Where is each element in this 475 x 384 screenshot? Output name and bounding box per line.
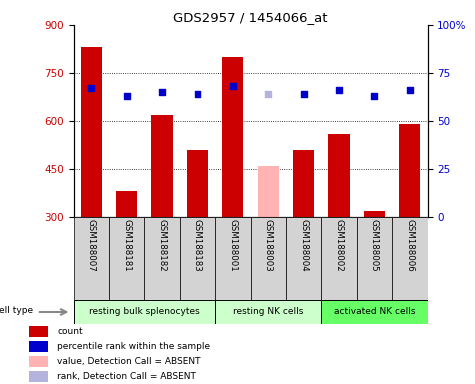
Bar — [293, 150, 314, 217]
Bar — [215, 217, 251, 300]
Text: count: count — [57, 327, 83, 336]
Text: GSM188004: GSM188004 — [299, 219, 308, 272]
Point — [265, 91, 272, 97]
Text: activated NK cells: activated NK cells — [333, 308, 415, 316]
Point — [87, 85, 95, 91]
Title: GDS2957 / 1454066_at: GDS2957 / 1454066_at — [173, 11, 328, 24]
Text: GSM188001: GSM188001 — [228, 219, 238, 272]
Bar — [74, 217, 109, 300]
Text: GSM188006: GSM188006 — [405, 219, 414, 272]
Bar — [28, 341, 48, 352]
Bar — [251, 217, 286, 300]
Text: GSM188181: GSM188181 — [122, 219, 131, 272]
Bar — [364, 210, 385, 217]
Text: GSM188007: GSM188007 — [87, 219, 96, 272]
Bar — [215, 300, 322, 324]
Bar — [74, 300, 215, 324]
Bar — [81, 47, 102, 217]
Point — [300, 91, 307, 97]
Point — [335, 87, 343, 93]
Point — [158, 89, 166, 95]
Bar — [116, 191, 137, 217]
Point — [406, 87, 414, 93]
Point — [229, 83, 237, 89]
Bar — [321, 217, 357, 300]
Bar — [321, 300, 428, 324]
Point — [123, 93, 131, 99]
Bar — [144, 217, 180, 300]
Text: GSM188005: GSM188005 — [370, 219, 379, 272]
Text: value, Detection Call = ABSENT: value, Detection Call = ABSENT — [57, 357, 200, 366]
Point — [370, 93, 378, 99]
Bar — [109, 217, 144, 300]
Bar — [257, 166, 279, 217]
Bar — [187, 150, 208, 217]
Bar — [222, 57, 244, 217]
Bar — [28, 356, 48, 367]
Text: cell type: cell type — [0, 306, 33, 314]
Bar — [392, 217, 428, 300]
Bar — [286, 217, 322, 300]
Bar — [152, 114, 173, 217]
Text: rank, Detection Call = ABSENT: rank, Detection Call = ABSENT — [57, 372, 196, 381]
Bar — [28, 326, 48, 337]
Text: GSM188003: GSM188003 — [264, 219, 273, 272]
Bar — [180, 217, 215, 300]
Text: GSM188002: GSM188002 — [334, 219, 343, 272]
Text: GSM188182: GSM188182 — [158, 219, 167, 272]
Bar — [328, 134, 350, 217]
Bar — [399, 124, 420, 217]
Bar — [28, 371, 48, 382]
Text: percentile rank within the sample: percentile rank within the sample — [57, 342, 210, 351]
Text: resting bulk splenocytes: resting bulk splenocytes — [89, 308, 200, 316]
Bar — [357, 217, 392, 300]
Text: resting NK cells: resting NK cells — [233, 308, 304, 316]
Point — [194, 91, 201, 97]
Text: GSM188183: GSM188183 — [193, 219, 202, 272]
